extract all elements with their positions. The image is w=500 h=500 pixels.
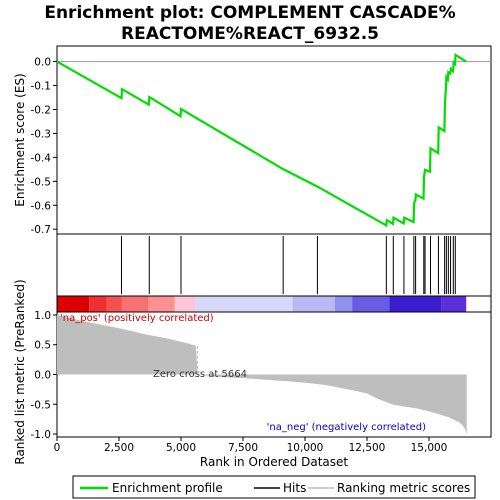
metric-x-tick-label: 7,500 (228, 442, 258, 454)
es-y-tick-label: -0.6 (31, 200, 52, 212)
es-panel (56, 45, 492, 235)
heatmap-segment (389, 296, 442, 312)
es-y-tick-label: -0.7 (31, 224, 52, 236)
heatmap-segment (174, 296, 196, 312)
heatmap-segment (57, 296, 90, 312)
heatmap-segment (195, 296, 293, 312)
heatmap-segment (334, 296, 353, 312)
chart-title-line2: REACTOME%REACT_6932.5 (121, 24, 379, 44)
zero-cross-label: Zero cross at 5664 (153, 369, 247, 380)
negative-correlation-label: 'na_neg' (negatively correlated) (267, 422, 426, 433)
x-axis-label: Rank in Ordered Dataset (200, 455, 348, 469)
metric-y-tick-label: 0.5 (34, 340, 51, 352)
hit-marks (120, 236, 456, 294)
heatmap-segment (148, 296, 175, 312)
es-y-axis-label: Enrichment score (ES) (13, 73, 27, 206)
legend-metric-label: Ranking metric scores (337, 481, 470, 495)
metric-x-tick-label: 15,000 (411, 442, 448, 454)
legend-hits-label: Hits (283, 481, 306, 495)
heatmap-segment (292, 296, 335, 312)
legend-enrichment-label: Enrichment profile (112, 481, 223, 495)
metric-y-tick-label: -0.5 (31, 399, 52, 411)
metric-y-tick-label: -1.0 (31, 429, 52, 441)
heatmap-segment (441, 296, 467, 312)
metric-y-axis-label: Ranked list metric (PreRanked) (13, 279, 27, 464)
es-y-tick-label: -0.5 (31, 176, 52, 188)
legend-box (72, 475, 476, 499)
chart-title-line1: Enrichment plot: COMPLEMENT CASCADE% (44, 3, 455, 23)
es-y-tick-label: -0.3 (31, 128, 52, 140)
heatmap-segment (106, 296, 122, 312)
ranked-heatmap (57, 296, 467, 312)
es-y-tick-label: 0.0 (34, 57, 51, 69)
heatmap-segment (89, 296, 107, 312)
heatmap-segment (352, 296, 390, 312)
enrichment-profile-line (56, 52, 467, 228)
metric-x-tick-label: 10,000 (287, 442, 324, 454)
metric-y-tick-label: 1.0 (34, 310, 51, 322)
es-y-tick-label: -0.2 (31, 104, 52, 116)
es-y-axis: 0.0 -0.1 -0.2 -0.3 -0.4 -0.5 -0.6 -0.7 (31, 57, 57, 236)
es-y-tick-label: -0.1 (31, 81, 52, 93)
metric-x-axis: 0 2,500 5,000 7,500 10,000 12,500 15,000 (54, 437, 448, 454)
metric-x-tick-label: 5,000 (166, 442, 196, 454)
heatmap-segment (121, 296, 149, 312)
metric-x-tick-label: 0 (54, 442, 61, 454)
metric-x-tick-label: 2,500 (104, 442, 134, 454)
metric-x-tick-label: 12,500 (349, 442, 386, 454)
es-y-tick-label: -0.4 (31, 152, 52, 164)
hits-panel (56, 233, 492, 297)
positive-correlation-label: 'na_pos' (positively correlated) (60, 313, 214, 324)
ranking-metric-area (57, 315, 467, 434)
metric-y-axis: 1.0 0.5 0.0 -0.5 -1.0 (31, 310, 57, 441)
metric-y-tick-label: 0.0 (34, 370, 51, 382)
